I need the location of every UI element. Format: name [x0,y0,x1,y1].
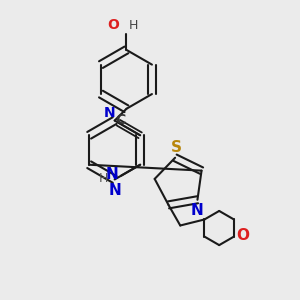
Text: N: N [104,106,116,120]
Text: N: N [190,203,203,218]
Text: C: C [116,113,126,127]
Text: H: H [129,19,138,32]
Text: O: O [107,18,119,32]
Text: H: H [98,172,108,185]
Text: N: N [105,167,118,182]
Text: S: S [171,140,182,155]
Text: O: O [236,228,249,243]
Text: N: N [108,183,121,198]
